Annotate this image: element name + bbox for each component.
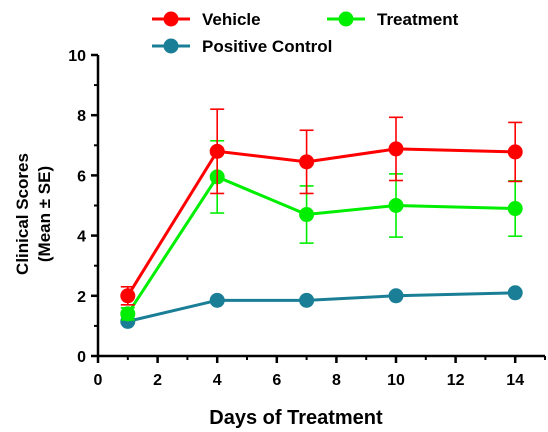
legend-label-positive-control: Positive Control xyxy=(202,37,332,56)
series-positive-control xyxy=(120,285,523,329)
series-layer xyxy=(120,108,523,329)
x-tick-label: 4 xyxy=(213,372,222,389)
y-axis-title-line-2: (Mean ± SE) xyxy=(35,166,54,262)
legend-marker-positive-control xyxy=(163,38,179,54)
legend-item-treatment: Treatment xyxy=(327,10,459,29)
data-point-treatment xyxy=(120,306,136,322)
x-tick-label: 2 xyxy=(153,372,162,389)
data-point-positive-control xyxy=(388,288,404,304)
x-tick-label: 14 xyxy=(506,372,524,389)
data-point-positive-control xyxy=(507,285,523,301)
data-point-treatment xyxy=(507,201,523,217)
x-tick-label: 10 xyxy=(387,372,405,389)
legend-item-vehicle: Vehicle xyxy=(152,10,261,29)
data-point-positive-control xyxy=(299,292,315,308)
x-tick-label: 0 xyxy=(94,372,103,389)
x-tick-label: 12 xyxy=(447,372,465,389)
x-tick-label: 8 xyxy=(332,372,341,389)
y-tick-label: 4 xyxy=(77,229,86,246)
series-line-positive-control xyxy=(127,291,516,323)
y-axis-title: Clinical Scores (Mean ± SE) xyxy=(13,153,54,275)
data-point-vehicle xyxy=(507,144,523,160)
data-point-vehicle xyxy=(299,154,315,170)
data-point-treatment xyxy=(388,198,404,213)
y-tick-label: 2 xyxy=(77,289,86,306)
y-tick-label: 0 xyxy=(77,349,86,366)
y-axis-title-line-1: Clinical Scores xyxy=(13,153,32,275)
x-axis-title: Days of Treatment xyxy=(209,407,383,429)
axes xyxy=(96,55,545,358)
data-point-vehicle xyxy=(209,143,225,159)
legend: Vehicle Treatment Positive Control xyxy=(152,10,459,56)
data-point-treatment xyxy=(299,207,315,223)
y-tick-label: 8 xyxy=(77,108,86,125)
series-vehicle xyxy=(120,108,523,306)
legend-label-treatment: Treatment xyxy=(377,10,459,29)
legend-label-vehicle: Vehicle xyxy=(202,10,261,29)
y-tick-label: 6 xyxy=(77,168,86,185)
data-point-vehicle xyxy=(120,288,136,304)
series-treatment xyxy=(120,139,523,322)
y-tick-label: 10 xyxy=(68,48,86,65)
x-tick-label: 6 xyxy=(272,372,281,389)
legend-marker-vehicle xyxy=(163,11,179,27)
legend-item-positive-control: Positive Control xyxy=(152,37,332,56)
data-point-positive-control xyxy=(209,292,225,308)
legend-marker-treatment xyxy=(338,11,354,27)
data-point-vehicle xyxy=(388,141,404,157)
x-axis-ticks: 0 2 4 6 8 10 12 14 xyxy=(94,356,546,389)
y-axis-ticks: 0 2 4 6 8 10 xyxy=(68,48,98,366)
